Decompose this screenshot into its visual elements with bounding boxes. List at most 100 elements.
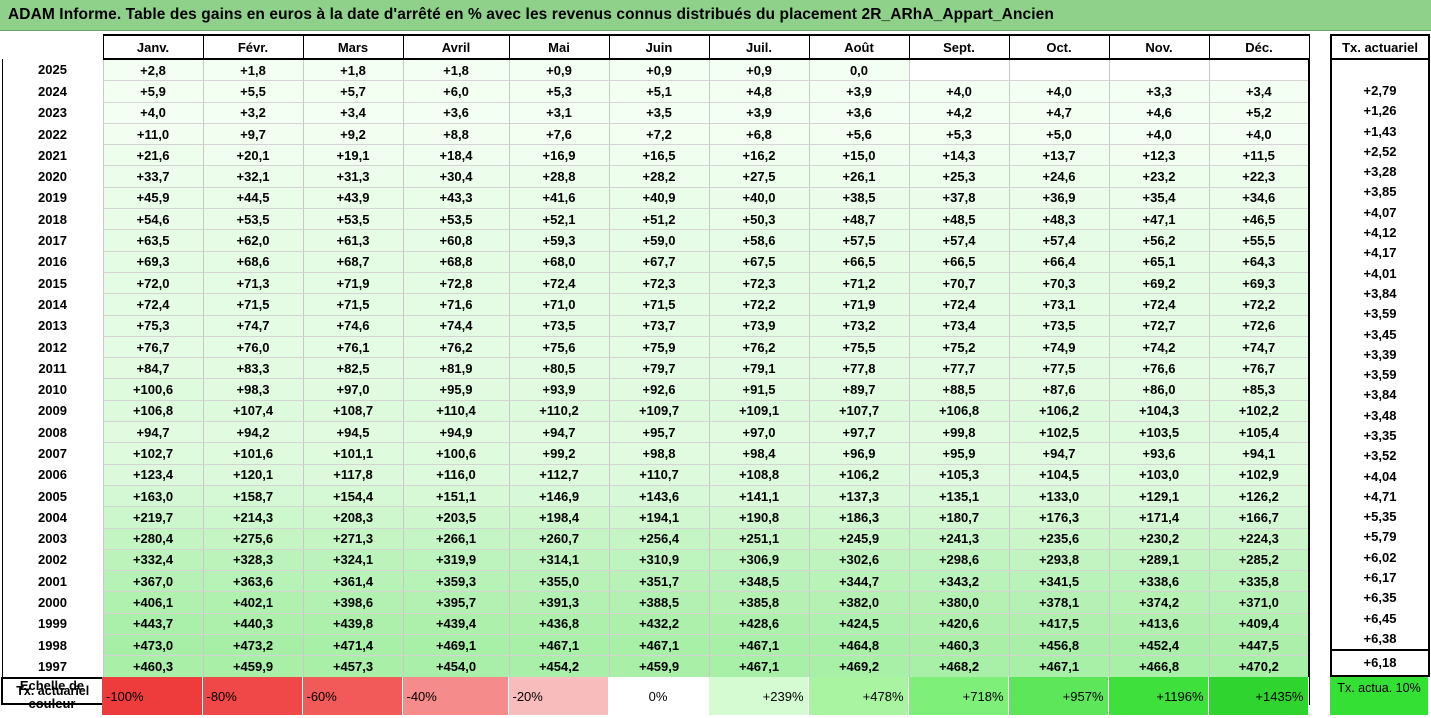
gain-cell: +460,3 xyxy=(908,634,1010,657)
gain-cell: +41,6 xyxy=(508,187,610,210)
year-actuarial-rate: +3,59 xyxy=(1330,303,1430,324)
gain-cell: +359,3 xyxy=(402,570,510,593)
gain-cell: +32,1 xyxy=(202,165,304,188)
gain-cell: +391,3 xyxy=(508,591,610,614)
gain-cell: +74,7 xyxy=(1208,336,1310,359)
gain-cell: +69,3 xyxy=(102,251,204,273)
gain-cell: +73,9 xyxy=(708,315,810,337)
gain-cell: +424,5 xyxy=(808,613,910,636)
gain-cell: +72,4 xyxy=(102,293,204,316)
gain-cell: +109,1 xyxy=(708,400,810,423)
side-row: +6,35 xyxy=(1330,587,1430,609)
table-row: 2005 +163,0 +158,7 +154,4 +151,1 +146,9 +143,6… xyxy=(1,485,1310,508)
table-row: 2010 +100,6 +98,3 +97,0 +95,9 +93,9 +92,6 +91,5… xyxy=(1,378,1310,401)
gain-cell: +55,5 xyxy=(1208,229,1310,252)
gain-cell: +101,1 xyxy=(302,442,404,465)
gain-cell: +48,7 xyxy=(808,208,910,231)
gain-cell: +57,4 xyxy=(908,229,1010,252)
year-label: 2024 xyxy=(1,80,103,103)
gain-cell: +1,8 xyxy=(302,59,404,82)
gain-cell: +107,4 xyxy=(202,400,304,423)
gain-cell: +146,9 xyxy=(508,485,610,508)
gain-cell: +44,5 xyxy=(202,187,304,210)
gain-cell: +143,6 xyxy=(608,485,710,508)
table-row: 1997 +460,3 +459,9 +457,3 +454,0 +454,2 +459,9… xyxy=(1,655,1310,679)
side-header: Tx. actuariel xyxy=(1330,34,1430,60)
gain-cell: +71,5 xyxy=(608,293,710,316)
scale-swatch: -20% xyxy=(508,677,609,715)
table-row: 2002 +332,4 +328,3 +324,1 +319,9 +314,1 +310,9… xyxy=(1,549,1310,572)
month-header: Févr. xyxy=(202,34,304,60)
gain-cell: +473,2 xyxy=(202,634,304,657)
gain-cell: +50,3 xyxy=(708,208,810,231)
gain-cell: +116,0 xyxy=(402,464,510,486)
gain-cell: +94,7 xyxy=(508,421,610,444)
gain-cell: +63,5 xyxy=(102,229,204,252)
gain-cell: +0,9 xyxy=(708,59,810,82)
gain-cell: +454,0 xyxy=(402,655,510,679)
year-actuarial-rate: +3,28 xyxy=(1330,161,1430,182)
gain-cell: +76,7 xyxy=(1208,357,1310,380)
scale-swatch: -40% xyxy=(402,677,509,715)
gain-cell: +298,6 xyxy=(908,549,1010,572)
gain-cell: +9,7 xyxy=(202,123,304,146)
gain-cell: +103,0 xyxy=(1108,464,1210,486)
side-row: +4,17 xyxy=(1330,242,1430,263)
gain-cell: +417,5 xyxy=(1008,613,1110,636)
month-header: Oct. xyxy=(1008,34,1110,60)
gain-cell: +74,4 xyxy=(402,315,510,337)
gain-cell: +102,5 xyxy=(1008,421,1110,444)
gain-cell: +256,4 xyxy=(608,528,710,550)
scale-swatch: +478% xyxy=(808,677,909,715)
gain-cell: +457,3 xyxy=(302,655,404,679)
year-label: 2007 xyxy=(1,442,103,465)
gain-cell: +351,7 xyxy=(608,570,710,593)
gain-cell: +68,0 xyxy=(508,251,610,273)
gain-cell: +310,9 xyxy=(608,549,710,572)
gain-cell: +31,3 xyxy=(302,165,404,188)
gain-cell: +141,1 xyxy=(708,485,810,508)
gain-cell: +4,0 xyxy=(908,80,1010,103)
gain-cell: +74,9 xyxy=(1008,336,1110,359)
table-row: 2014 +72,4 +71,5 +71,5 +71,6 +71,0 +71,5 +72,2 +… xyxy=(1,293,1310,316)
gain-cell: +468,2 xyxy=(908,655,1010,679)
scale-swatch: -60% xyxy=(302,677,403,715)
month-header: Sept. xyxy=(908,34,1010,60)
gain-cell: +1,8 xyxy=(202,59,304,82)
side-row: +4,04 xyxy=(1330,465,1430,487)
side-row: +1,26 xyxy=(1330,100,1430,121)
gain-cell: +102,9 xyxy=(1208,464,1310,486)
gain-cell: +75,2 xyxy=(908,336,1010,359)
gain-cell: +11,5 xyxy=(1208,144,1310,167)
gain-cell: +4,0 xyxy=(1008,80,1110,103)
year-label: 2010 xyxy=(1,378,103,401)
gain-cell: +95,9 xyxy=(908,442,1010,465)
gain-cell: +60,8 xyxy=(402,229,510,252)
gain-cell: +70,3 xyxy=(1008,272,1110,295)
year-label: 2017 xyxy=(1,229,103,252)
gain-cell: +82,5 xyxy=(302,357,404,380)
gain-cell: +0,9 xyxy=(508,59,610,82)
gain-cell: +99,2 xyxy=(508,442,610,465)
side-row: +6,02 xyxy=(1330,547,1430,568)
gain-cell: +2,8 xyxy=(102,59,204,82)
gain-cell: +71,9 xyxy=(808,293,910,316)
side-row: +5,35 xyxy=(1330,506,1430,527)
gain-cell: +382,0 xyxy=(808,591,910,614)
gain-cell: +3,4 xyxy=(1208,80,1310,103)
table-row: 2006 +123,4 +120,1 +117,8 +116,0 +112,7 +110,7… xyxy=(1,464,1310,486)
table-row: 2022 +11,0 +9,7 +9,2 +8,8 +7,6 +7,2 +6,8 +5,6 +5,… xyxy=(1,123,1310,146)
gain-cell: +73,4 xyxy=(908,315,1010,337)
gain-cell: +26,1 xyxy=(808,165,910,188)
gain-cell: +158,7 xyxy=(202,485,304,508)
actuarial-rate-legend: Tx. actua. 10% xyxy=(1330,677,1428,715)
side-row: +3,84 xyxy=(1330,283,1430,304)
gain-cell: +37,8 xyxy=(908,187,1010,210)
table-row: 2023 +4,0 +3,2 +3,4 +3,6 +3,1 +3,5 +3,9 +3,6 +4,2… xyxy=(1,102,1310,124)
table-row: 2015 +72,0 +71,3 +71,9 +72,8 +72,4 +72,3 +72,3 +… xyxy=(1,272,1310,295)
month-header: Janv. xyxy=(102,34,204,60)
gain-cell: +72,6 xyxy=(1208,315,1310,337)
gain-cell: +102,7 xyxy=(102,442,204,465)
gain-cell: 0,0 xyxy=(808,59,910,82)
table-row: 2024 +5,9 +5,5 +5,7 +6,0 +5,3 +5,1 +4,8 +3,9 +4,0… xyxy=(1,80,1310,103)
